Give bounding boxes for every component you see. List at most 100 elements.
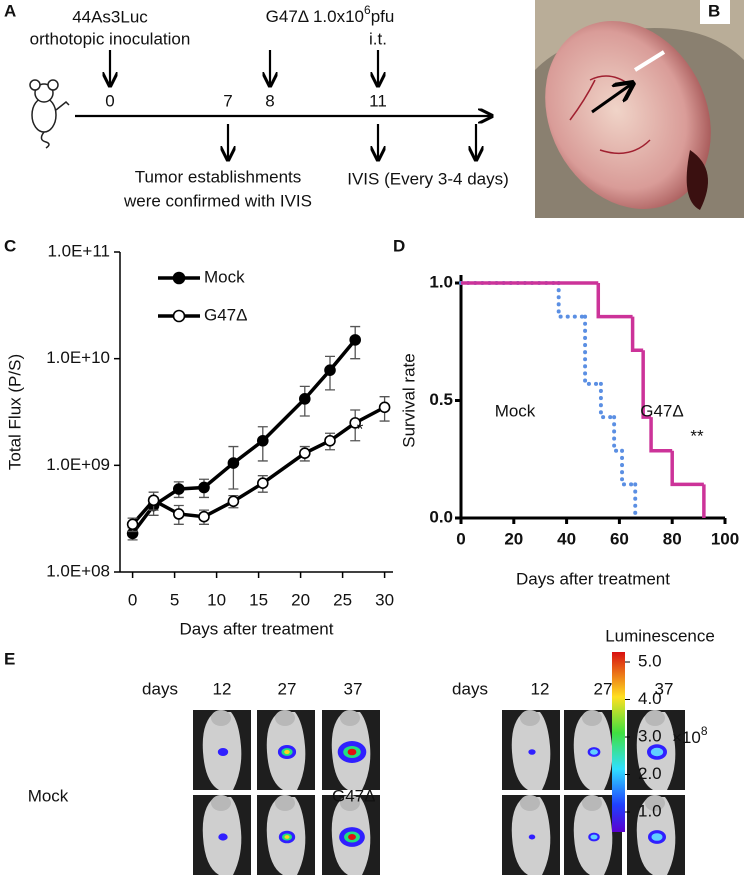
series-label: Mock — [495, 401, 536, 420]
signal-blob — [650, 747, 664, 757]
imaging-panel: days 12 27 37 Mock days 12 27 37 G47Δ Luminescence… — [28, 626, 715, 875]
signal-blob — [217, 748, 229, 756]
survival-step — [596, 283, 633, 319]
data-point — [147, 494, 160, 507]
data-point — [126, 518, 139, 531]
legend-marker — [172, 309, 186, 323]
colorbar-unit: ×108 — [672, 724, 708, 747]
signal-blob — [284, 835, 290, 839]
day-label: 12 — [213, 679, 232, 698]
y-tick-label: 1.0E+11 — [47, 241, 110, 260]
mouse-head — [211, 710, 231, 726]
group-label: G47Δ — [332, 786, 376, 805]
day-label: 12 — [531, 679, 550, 698]
data-point — [324, 364, 336, 376]
data-point — [349, 417, 362, 429]
colorbar-tick-label: 4.0 — [638, 689, 662, 708]
mouse-head — [582, 795, 602, 811]
colorbar — [612, 652, 625, 832]
days-label: days — [452, 679, 488, 698]
x-tick-label: 40 — [557, 529, 576, 548]
data-point — [227, 495, 240, 508]
legend-marker — [172, 271, 186, 285]
signal-blob — [347, 748, 357, 756]
timeline-text: IVIS (Every 3-4 days) — [347, 169, 509, 188]
data-point — [324, 434, 336, 447]
series-line — [131, 338, 357, 535]
y-tick-label: 1.0E+10 — [46, 348, 110, 367]
data-point — [173, 508, 185, 520]
colorbar-unit-exponent: 8 — [701, 724, 708, 738]
series-line — [131, 405, 386, 526]
signal-blob — [528, 834, 536, 840]
x-tick-label: 20 — [504, 529, 523, 548]
annotation: ** — [690, 426, 704, 445]
signal-blob — [528, 749, 536, 755]
series-label: G47Δ — [640, 401, 684, 420]
survival-step — [556, 281, 588, 319]
y-axis-label: Total Flux (P/S) — [5, 354, 24, 470]
timeline-text: were confirmed with IVIS — [123, 191, 312, 210]
x-tick-label: 80 — [663, 529, 682, 548]
colorbar-tick-label: 5.0 — [638, 651, 662, 670]
mouse-head — [645, 795, 665, 811]
y-tick-label: 1.0E+09 — [46, 455, 110, 474]
survival-step — [598, 381, 617, 420]
days-label: days — [142, 679, 178, 698]
panel-label: B — [708, 1, 720, 20]
panel-label: D — [393, 236, 405, 255]
timeline-day: 0 — [105, 91, 114, 110]
panel-label: E — [4, 649, 15, 668]
y-tick-label: 1.0 — [429, 272, 453, 291]
day-label: 37 — [344, 679, 363, 698]
signal-blob — [590, 834, 598, 840]
x-tick-label: 10 — [207, 590, 226, 609]
data-point — [227, 457, 240, 469]
timeline-arrows — [75, 50, 492, 160]
timeline-text: i.t. — [369, 29, 387, 48]
data-point — [256, 434, 269, 447]
signal-blob — [590, 749, 598, 755]
timeline-text: G47Δ 1.0x106pfu — [266, 3, 395, 26]
mouse-head — [582, 710, 602, 726]
survival-step — [620, 448, 638, 487]
mouse-icon — [29, 79, 70, 149]
colorbar-tick-label: 2.0 — [638, 764, 662, 783]
mouse-head — [275, 710, 295, 726]
x-axis-label: Days after treatment — [516, 569, 670, 588]
x-tick-label: 60 — [610, 529, 629, 548]
data-point — [349, 334, 362, 346]
mouse-head — [645, 710, 665, 726]
timeline-day: 11 — [369, 91, 387, 110]
tumor-photo — [535, 0, 744, 218]
timeline-day: 7 — [223, 91, 232, 110]
panel-label: C — [4, 236, 16, 255]
x-tick-label: 25 — [333, 590, 352, 609]
mouse-head — [211, 795, 231, 811]
mouse-head — [520, 710, 540, 726]
data-point — [378, 401, 391, 414]
data-point — [298, 447, 311, 459]
day-label: 27 — [594, 679, 613, 698]
survival-step — [630, 316, 644, 352]
legend-label: Mock — [204, 267, 245, 286]
superscript: 6 — [364, 3, 371, 17]
x-tick-label: 5 — [170, 590, 179, 609]
legend-label: G47Δ — [204, 305, 248, 324]
survival-step — [641, 350, 652, 419]
data-point — [198, 481, 210, 494]
data-point — [173, 483, 185, 495]
x-tick-label: 100 — [711, 529, 739, 548]
day-label: 27 — [278, 679, 297, 698]
mouse-head — [340, 795, 360, 811]
signal-blob — [284, 749, 290, 755]
colorbar-tick-label: 1.0 — [638, 801, 662, 820]
x-tick-label: 30 — [375, 590, 394, 609]
x-tick-label: 0 — [128, 590, 137, 609]
data-point — [198, 510, 210, 523]
colorbar-tick-label: 3.0 — [638, 726, 662, 745]
panel-label: A — [4, 1, 16, 20]
y-tick-label: 0.5 — [429, 390, 453, 409]
colorbar-unit: ×10 — [672, 728, 701, 747]
